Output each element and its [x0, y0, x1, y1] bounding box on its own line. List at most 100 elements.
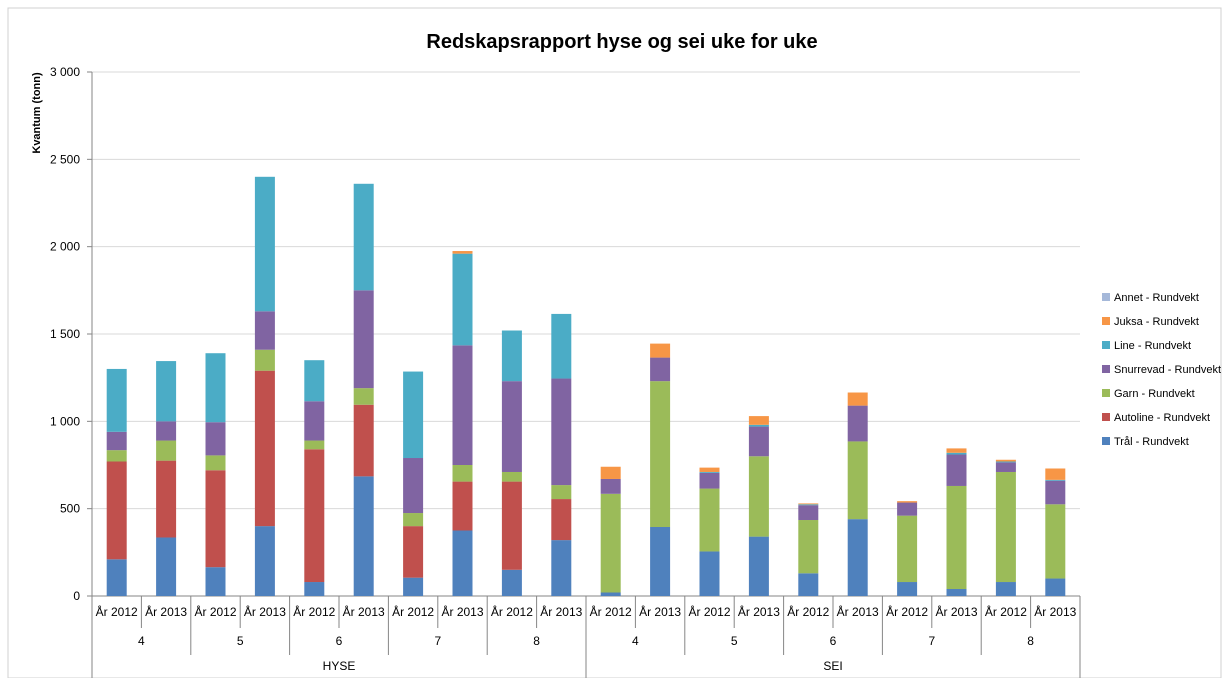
y-tick-label: 2 500 [50, 152, 80, 166]
bar-segment [156, 440, 177, 461]
bar-segment [353, 476, 374, 596]
bar-segment [403, 526, 424, 578]
x-tick-label: År 2012 [194, 604, 236, 619]
bar-segment [798, 503, 819, 505]
x-tick-label: År 2012 [688, 604, 730, 619]
week-label: 4 [632, 634, 639, 648]
bar-segment [304, 449, 325, 583]
x-tick-label: År 2013 [639, 604, 681, 619]
species-label: HYSE [323, 659, 356, 673]
bar-segment [650, 343, 671, 358]
bar-segment [106, 461, 127, 560]
bar-segment [304, 401, 325, 441]
bar-segment [254, 176, 275, 312]
bar-segment [106, 368, 127, 432]
x-tick-label: År 2012 [392, 604, 434, 619]
bar-segment [254, 370, 275, 527]
bar-segment [551, 499, 572, 541]
week-label: 7 [928, 634, 935, 648]
bar-segment [156, 361, 177, 422]
bar-segment [205, 567, 226, 596]
bar-segment [353, 183, 374, 291]
bar-segment [1045, 479, 1066, 481]
y-tick-label: 3 000 [50, 65, 80, 79]
week-label: 6 [336, 634, 343, 648]
bar-segment [897, 582, 918, 596]
bar-segment [847, 519, 868, 596]
bar-segment [1045, 480, 1066, 505]
bar-segment [452, 251, 473, 254]
bar-segment [798, 573, 819, 596]
bar-segment [254, 311, 275, 350]
bar-segment [946, 589, 967, 596]
week-label: 5 [237, 634, 244, 648]
bar-segment [353, 388, 374, 405]
bar-segment [156, 537, 177, 596]
week-label: 8 [1027, 634, 1034, 648]
legend: Annet - Rundvekt Juksa - Rundvekt Line - R… [1102, 292, 1221, 448]
bar-segment [748, 424, 769, 427]
bar-segment [600, 493, 621, 593]
week-label: 8 [533, 634, 540, 648]
legend-swatch [1102, 413, 1110, 421]
legend-label: Line - Rundvekt [1114, 340, 1191, 352]
chart-title: Redskapsrapport hyse og sei uke for uke [426, 31, 817, 53]
bar-segment [353, 290, 374, 389]
bar-segment [600, 466, 621, 479]
x-tick-label: År 2012 [787, 604, 829, 619]
bar-segment [798, 520, 819, 574]
x-tick-label: År 2012 [293, 604, 335, 619]
x-tick-label: År 2013 [145, 604, 187, 619]
species-label: SEI [823, 659, 842, 673]
x-tick-label: År 2012 [491, 604, 533, 619]
legend-swatch [1102, 365, 1110, 373]
y-tick-label: 1 000 [50, 414, 80, 428]
y-axis-label: Kvantum (tonn) [31, 72, 43, 154]
bar-segment [304, 440, 325, 450]
bar-segment [699, 471, 720, 473]
bar-segment [304, 582, 325, 596]
bar-segment [205, 470, 226, 568]
week-label: 5 [731, 634, 738, 648]
legend-label: Autoline - Rundvekt [1114, 412, 1210, 424]
bar-segment [205, 353, 226, 423]
bar-segment [748, 456, 769, 537]
bar-segment [699, 472, 720, 489]
legend-label: Annet - Rundvekt [1114, 292, 1199, 304]
bar-segment [254, 526, 275, 596]
bar-segment [452, 253, 473, 346]
bar-segment [254, 349, 275, 371]
bar-segment [897, 502, 918, 516]
y-tick-label: 2 000 [50, 240, 80, 254]
bar-segment [699, 488, 720, 552]
bar-segment [1045, 504, 1066, 579]
x-tick-label: År 2013 [540, 604, 582, 619]
bar-segment [946, 448, 967, 453]
bar-segment [551, 313, 572, 379]
bar-segment [847, 405, 868, 442]
legend-swatch [1102, 317, 1110, 325]
legend-swatch [1102, 293, 1110, 301]
bar-segment [106, 559, 127, 596]
legend-swatch [1102, 389, 1110, 397]
x-tick-label: År 2013 [935, 604, 977, 619]
bar-segment [501, 569, 522, 596]
bar-segment [403, 371, 424, 459]
x-tick-label: År 2012 [590, 604, 632, 619]
bar-segment [551, 378, 572, 486]
y-tick-label: 0 [73, 589, 80, 603]
bar-segment [1045, 468, 1066, 480]
bar-segment [501, 330, 522, 382]
x-tick-label: År 2013 [343, 604, 385, 619]
bars [106, 176, 1066, 596]
week-label: 7 [434, 634, 441, 648]
bar-segment [501, 381, 522, 472]
bar-segment [946, 485, 967, 590]
x-tick-label: År 2013 [244, 604, 286, 619]
bar-segment [650, 381, 671, 528]
bar-segment [452, 345, 473, 465]
x-tick-label: År 2012 [886, 604, 928, 619]
bar-segment [748, 426, 769, 457]
y-axis-ticks: 0 500 1 000 1 500 2 000 2 500 3 000 [50, 65, 80, 603]
